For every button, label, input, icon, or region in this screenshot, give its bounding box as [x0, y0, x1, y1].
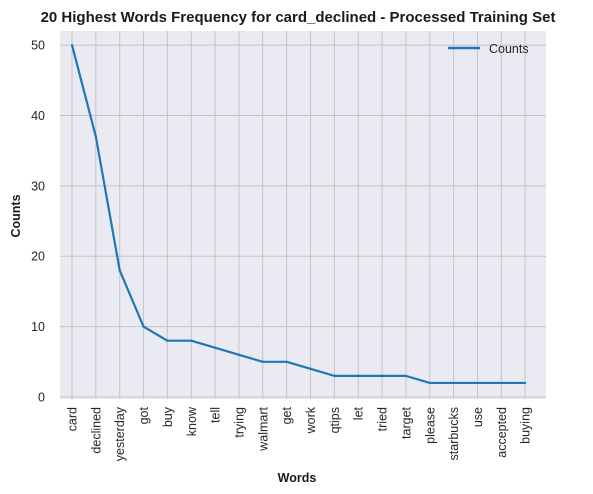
- y-tick-label: 50: [31, 39, 45, 53]
- x-tick-label: use: [471, 407, 485, 427]
- x-tick-label: got: [137, 406, 151, 424]
- data-point: [333, 374, 336, 377]
- x-gridlines: [71, 31, 526, 399]
- data-point: [237, 353, 241, 356]
- x-tick-label: accepted: [495, 407, 509, 458]
- x-tick-label: get: [280, 406, 294, 424]
- x-tick-label: buying: [519, 407, 533, 444]
- x-tick-label: card: [66, 407, 80, 431]
- data-point: [524, 381, 527, 385]
- x-tick-label: target: [399, 406, 413, 438]
- y-tick-label: 20: [31, 250, 45, 264]
- data-point: [404, 374, 407, 377]
- x-tick-label: trying: [232, 407, 246, 438]
- data-point: [261, 360, 264, 363]
- data-point: [166, 339, 169, 342]
- legend: Counts: [448, 42, 529, 56]
- y-tick-label: 10: [31, 320, 45, 334]
- data-point: [428, 381, 431, 385]
- y-tick-label: 0: [38, 391, 45, 405]
- y-tick-label: 40: [31, 109, 45, 123]
- data-point: [118, 269, 121, 272]
- data-points: [70, 43, 527, 385]
- x-tick-label: starbucks: [447, 407, 461, 461]
- data-point: [142, 325, 145, 328]
- y-gridlines: [60, 44, 546, 398]
- x-axis-ticks: card declined yesterday got buy know tell tryin…: [66, 406, 533, 461]
- x-tick-label: know: [185, 406, 199, 436]
- y-axis-label: Counts: [9, 194, 23, 237]
- x-tick-label: yesterday: [113, 406, 127, 461]
- x-tick-label: qtips: [328, 407, 342, 433]
- x-axis-label: Words: [278, 471, 317, 485]
- x-tick-label: please: [423, 407, 437, 444]
- x-tick-label: work: [304, 406, 318, 434]
- data-point: [452, 381, 455, 385]
- x-tick-label: buy: [161, 406, 175, 427]
- y-axis-ticks: 0 10 20 30 40 50: [31, 39, 45, 405]
- series-line-counts: [70, 44, 526, 385]
- data-point: [70, 43, 74, 47]
- x-tick-label: tell: [209, 407, 223, 423]
- plot-area: [60, 31, 546, 399]
- y-tick-label: 30: [31, 179, 45, 193]
- data-point: [357, 374, 360, 377]
- x-tick-label: tried: [376, 407, 390, 431]
- chart-title: 20 Highest Words Frequency for card_decl…: [41, 9, 556, 26]
- data-point: [94, 135, 97, 138]
- data-point: [214, 346, 217, 349]
- data-point: [476, 381, 479, 385]
- data-point: [309, 367, 312, 370]
- data-point: [380, 374, 384, 377]
- data-point: [190, 339, 193, 342]
- data-point: [500, 381, 503, 385]
- data-point: [285, 360, 288, 363]
- x-tick-label: walmart: [256, 406, 270, 451]
- x-tick-label: declined: [89, 407, 103, 454]
- legend-label-counts: Counts: [489, 42, 529, 56]
- x-tick-label: let: [352, 406, 366, 420]
